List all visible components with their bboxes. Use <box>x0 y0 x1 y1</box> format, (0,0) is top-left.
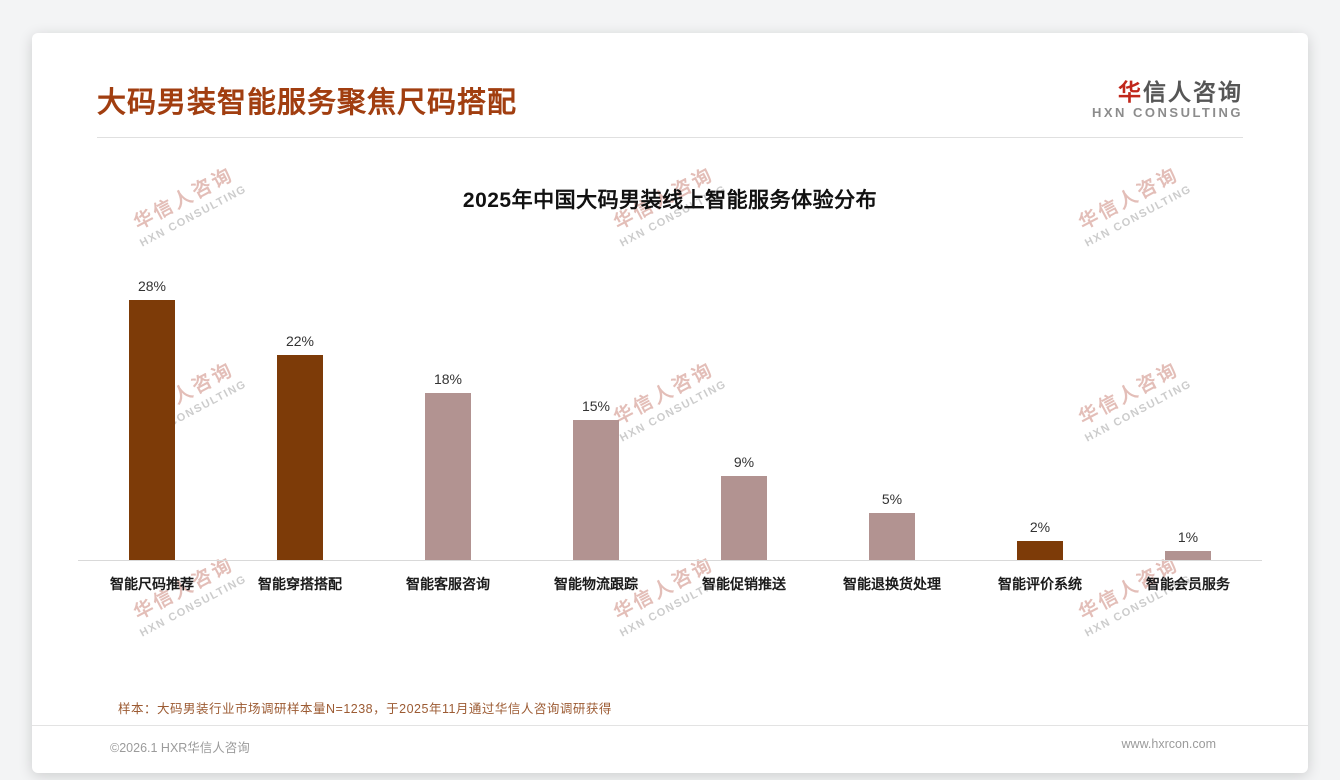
bar-group: 18% <box>374 371 522 561</box>
report-card: 华信人咨询 HXN CONSULTING 华信人咨询 HXN CONSULTING 华信… <box>32 33 1308 773</box>
logo-cn-first-char: 华 <box>1118 79 1143 105</box>
bar <box>425 393 471 561</box>
bar-group: 15% <box>522 398 670 561</box>
bar-value-label: 22% <box>285 333 315 350</box>
bar-chart: 28% 22% 18% 15% 9% 5% 2% 1% 智能尺码推荐 智能穿搭搭配 智能客服咨询智… <box>78 264 1262 594</box>
category-label: 智能会员服务 <box>1146 576 1230 593</box>
category-label: 智能客服咨询 <box>406 576 490 593</box>
bar-value-label: 1% <box>1177 529 1199 546</box>
category-label: 智能评价系统 <box>998 576 1082 593</box>
logo-en-text: HXN CONSULTING <box>1091 105 1243 121</box>
logo-cn-text: 华信人咨询 <box>1092 79 1243 105</box>
bar-value-label: 9% <box>733 454 755 471</box>
content: 大码男装智能服务聚焦尺码搭配 华信人咨询 HXN CONSULTING 2025… <box>32 33 1308 773</box>
header-divider <box>97 137 1243 139</box>
bars-row: 28% 22% 18% 15% 9% 5% 2% 1% <box>78 264 1262 562</box>
bar-group: 5% <box>818 491 966 561</box>
category-label: 智能退换货处理 <box>843 576 941 593</box>
labels-row: 智能尺码推荐 智能穿搭搭配 智能客服咨询 智能物流跟踪 智能促销推送 智能退换货处理 智能评… <box>78 561 1262 594</box>
bar <box>721 476 767 561</box>
bar <box>129 300 175 561</box>
logo-cn-rest: 信人咨询 <box>1143 79 1243 105</box>
bar-value-label: 15% <box>581 398 611 415</box>
footer-copyright: ©2026.1 HXR华信人咨询 <box>110 741 250 756</box>
bar-group: 2% <box>966 519 1114 561</box>
page-title: 大码男装智能服务聚焦尺码搭配 <box>97 87 518 119</box>
category-label: 智能穿搭搭配 <box>258 576 342 593</box>
chart-title: 2025年中国大码男装线上智能服务体验分布 <box>462 189 878 213</box>
bar-value-label: 18% <box>433 371 463 388</box>
category-label: 智能尺码推荐 <box>110 576 194 593</box>
bar-value-label: 5% <box>881 491 903 508</box>
bar-group: 9% <box>670 454 818 561</box>
bar <box>869 513 915 561</box>
header: 大码男装智能服务聚焦尺码搭配 华信人咨询 HXN CONSULTING <box>32 33 1308 121</box>
category-label: 智能促销推送 <box>702 576 786 593</box>
bar <box>277 355 323 561</box>
bar-group: 1% <box>1114 529 1262 561</box>
bar-value-label: 2% <box>1029 519 1051 536</box>
bar-group: 28% <box>78 278 226 561</box>
bar <box>573 420 619 561</box>
company-logo: 华信人咨询 HXN CONSULTING <box>1092 79 1243 121</box>
footer-website-link[interactable]: www.hxrcon.com <box>1121 737 1216 752</box>
sample-note: 样本：大码男装行业市场调研样本量N=1238，于2025年11月通过华信人咨询调… <box>118 702 612 717</box>
bar-value-label: 28% <box>137 278 167 295</box>
bar <box>1017 541 1063 561</box>
bar-group: 22% <box>226 333 374 561</box>
bar <box>1165 551 1211 561</box>
footer: ©2026.1 HXR华信人咨询 www.hxrcon.com <box>32 725 1308 756</box>
category-label: 智能物流跟踪 <box>554 576 638 593</box>
